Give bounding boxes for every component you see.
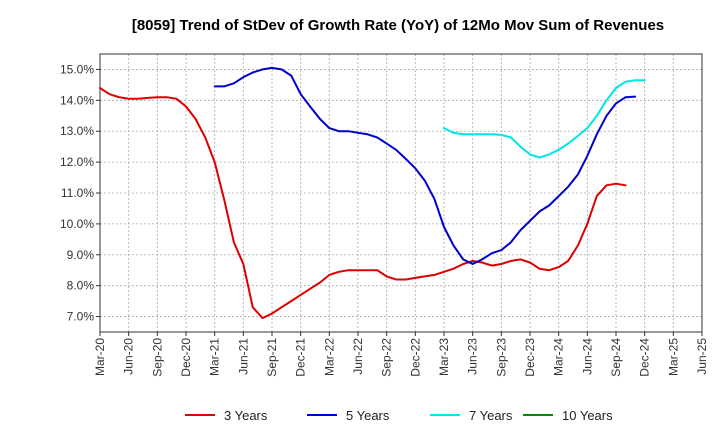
- x-tick-label: Sep-21: [265, 338, 279, 377]
- x-tick-label: Jun-24: [580, 338, 594, 375]
- x-tick-label: Jun-23: [466, 338, 480, 375]
- series-line-7-years: [443, 79, 646, 159]
- x-tick-label: Dec-22: [408, 338, 422, 377]
- x-tick-label: Jun-20: [122, 338, 136, 375]
- grid-lines: [99, 54, 703, 332]
- x-tick-label: Mar-23: [437, 338, 451, 376]
- y-tick-label: 11.0%: [61, 186, 94, 200]
- x-tick-label: Jun-22: [351, 338, 365, 375]
- x-tick-label: Sep-23: [494, 338, 508, 377]
- y-tick-label: 7.0%: [67, 310, 95, 324]
- x-tick-label: Mar-21: [208, 338, 222, 376]
- x-tick-label: Dec-23: [523, 338, 537, 377]
- x-tick-label: Mar-20: [93, 338, 107, 376]
- y-tick-label: 9.0%: [67, 248, 95, 262]
- plot-area-frame: [99, 53, 703, 333]
- y-tick-label: 13.0%: [60, 124, 94, 138]
- x-tick-label: Dec-20: [179, 338, 193, 377]
- series-lines: [99, 66, 646, 320]
- legend-label: 3 Years: [224, 408, 268, 423]
- x-tick-label: Dec-21: [294, 338, 308, 377]
- legend: 3 Years 5 Years 7 Years 10 Years: [185, 408, 613, 423]
- y-tick-label: 12.0%: [60, 155, 94, 169]
- x-tick-label: Sep-22: [380, 338, 394, 377]
- x-tick-label: Sep-20: [150, 338, 164, 377]
- x-tick-label: Jun-25: [695, 338, 709, 375]
- y-tick-label: 8.0%: [67, 279, 95, 293]
- x-axis-ticks: Mar-20 Jun-20 Sep-20 Dec-20 Mar-21 Jun-21 Sep-…: [93, 332, 709, 377]
- y-tick-label: 14.0%: [60, 93, 94, 107]
- legend-label: 7 Years: [469, 408, 513, 423]
- x-tick-label: Mar-24: [552, 338, 566, 376]
- x-tick-label: Mar-25: [666, 338, 680, 376]
- legend-label: 5 Years: [346, 408, 390, 423]
- legend-label: 10 Years: [562, 408, 613, 423]
- x-tick-label: Jun-21: [236, 338, 250, 375]
- x-tick-label: Sep-24: [609, 338, 623, 377]
- x-tick-label: Mar-22: [322, 338, 336, 376]
- y-tick-label: 15.0%: [60, 62, 94, 76]
- y-tick-label: 10.0%: [60, 217, 94, 231]
- series-line-5-years: [213, 66, 637, 265]
- series-line-3-years: [99, 87, 627, 320]
- x-tick-label: Dec-24: [638, 338, 652, 377]
- chart-title: [8059] Trend of StDev of Growth Rate (Yo…: [132, 17, 664, 34]
- y-axis-ticks: 7.0% 8.0% 9.0% 10.0% 11.0% 12.0% 13.0% 14.0% 15.…: [60, 62, 100, 324]
